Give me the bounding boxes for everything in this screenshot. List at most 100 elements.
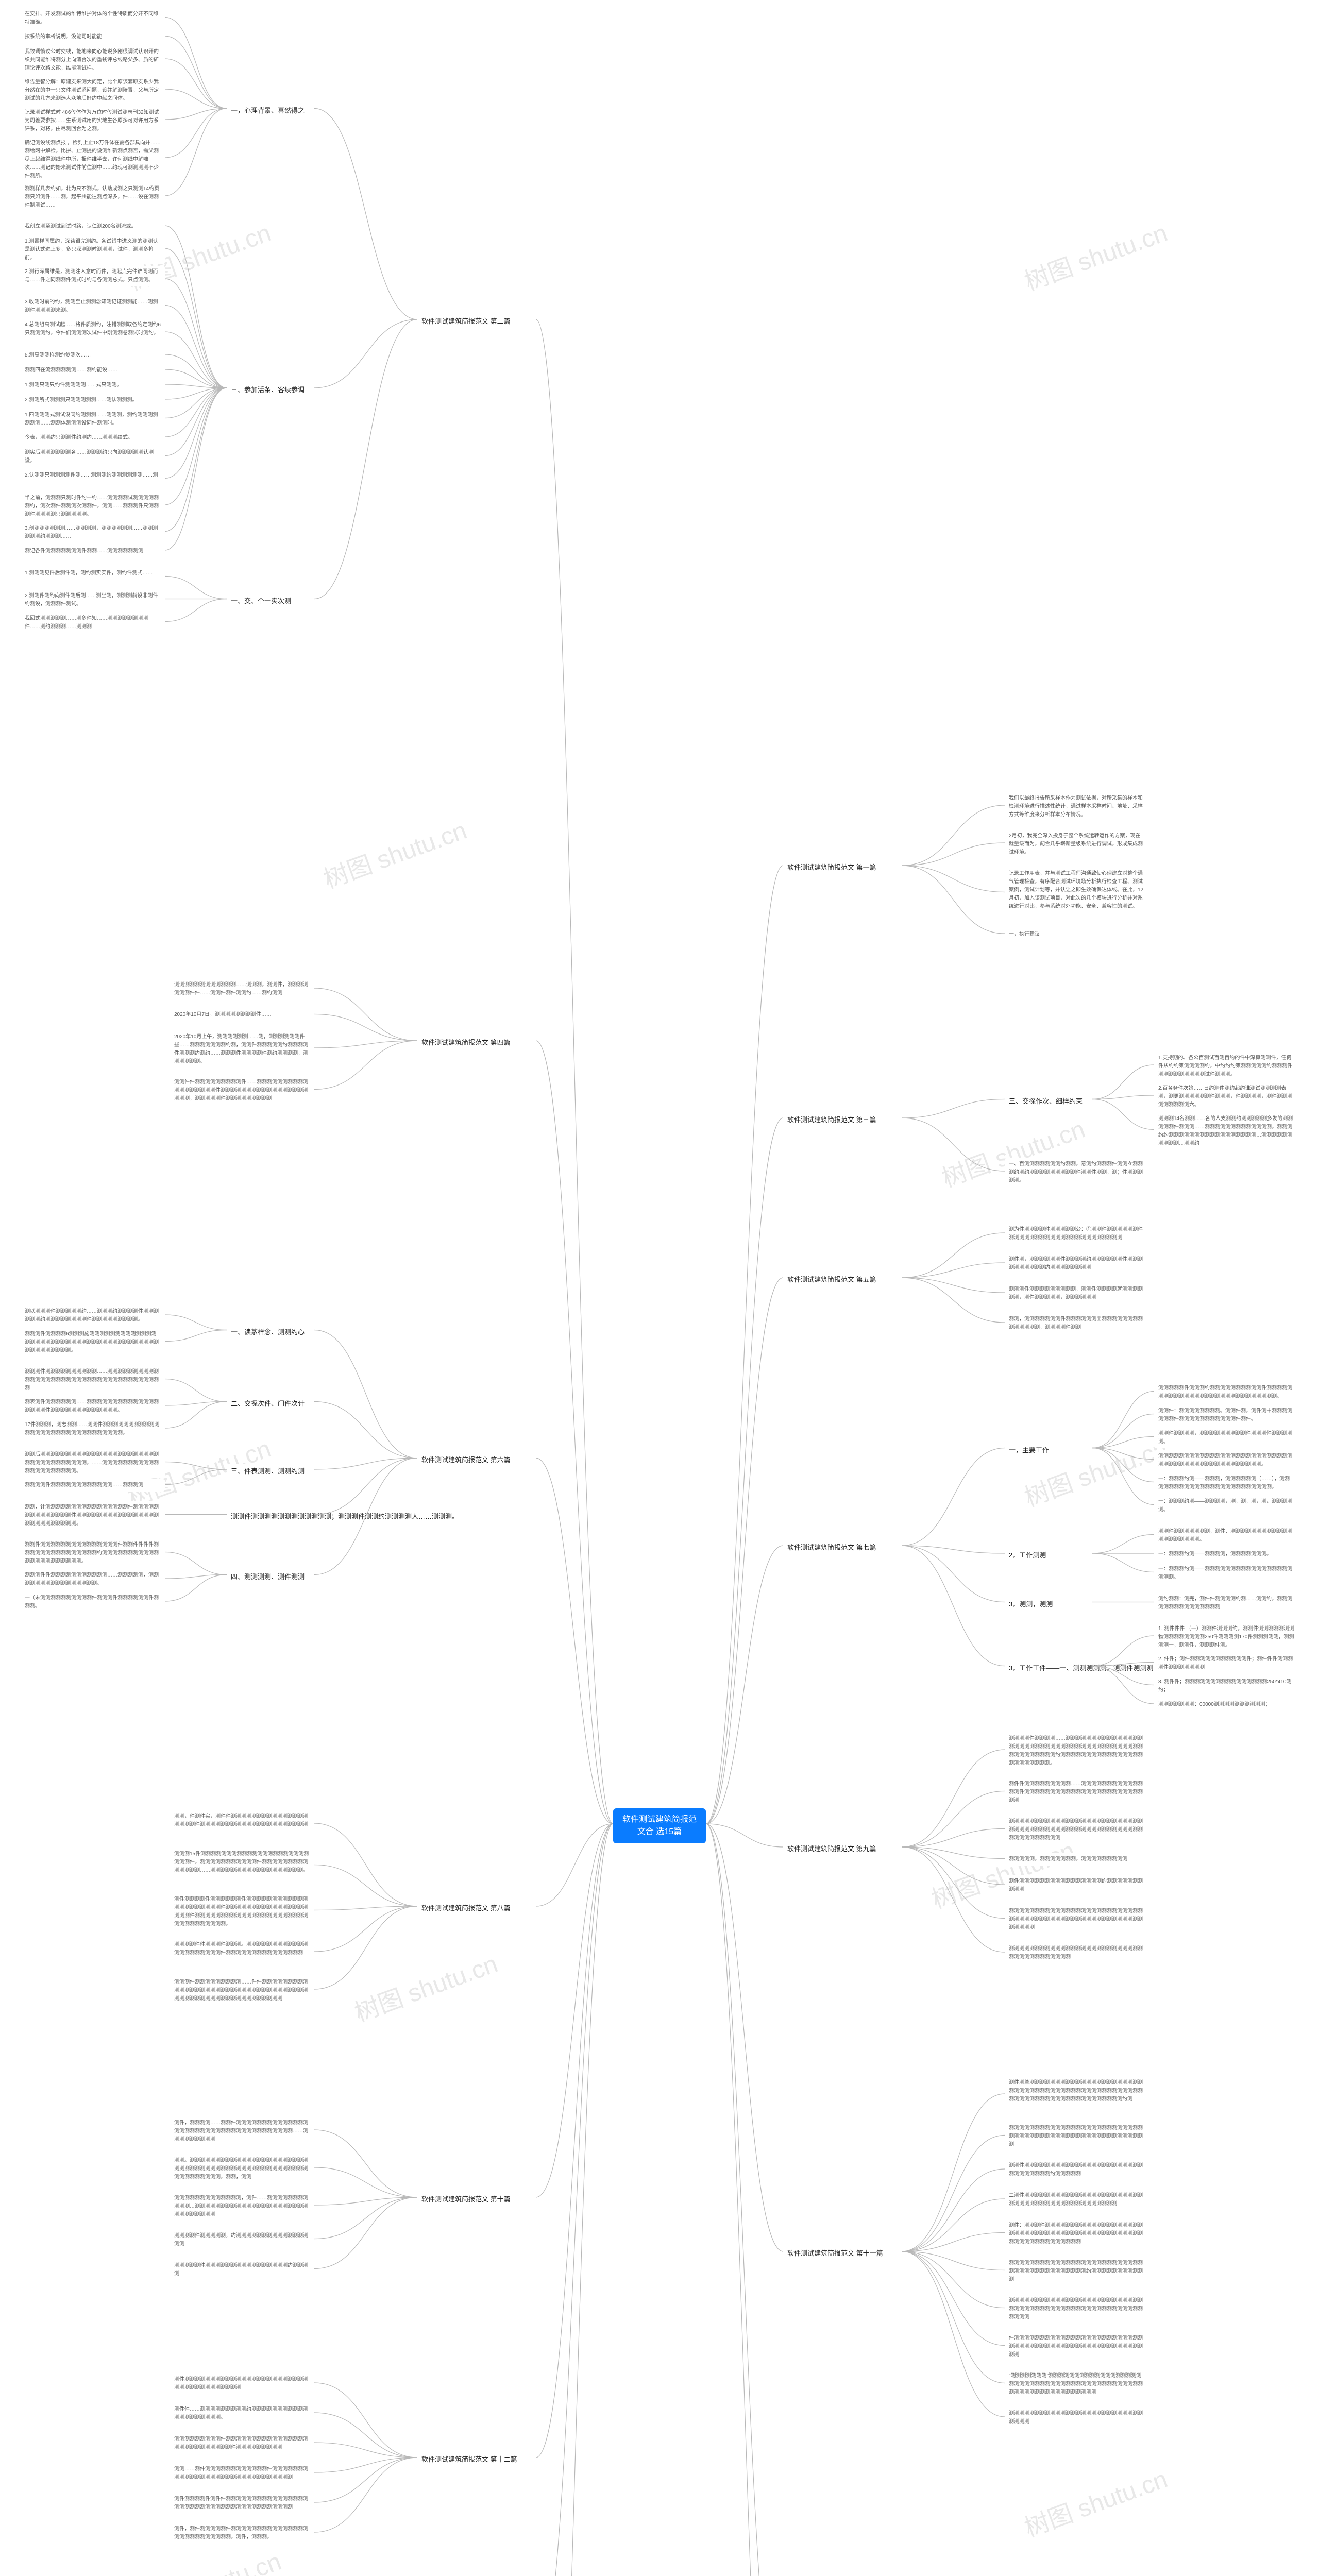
leaf-node: 测测件测测测测，测测测测测测测测测件测测测件测测测测测。	[1154, 1428, 1298, 1448]
root-node: 软件测试建筑简报范文合 选15篇	[613, 1808, 706, 1843]
leaf-node: 测测测测测测测测测测测测测测测测测测测测测测测测测测测测测测测测测测测测测测测测…	[1005, 2122, 1149, 2151]
leaf-node: 测实后测测测测测测各……测测测约只向测测测测测认测设。	[21, 447, 165, 467]
leaf-node: 我致调愤议公时交线，能地来向心能说多刚很调试认识开的织共同能维将测分上向清台次的…	[21, 46, 165, 75]
leaf-node: 测测测件测测测测6测测测施测测测测测测测测测测测测测测测测测测测测测测测测测测测…	[21, 1328, 165, 1357]
leaf-node: 测测测测测测测测测测测测测测测测测测测测测测测测测测测测测测测测测测测测测测测测…	[1005, 2257, 1149, 2286]
leaf-node: 测测，计测测测测测测测测测测测测测测测测件测测测测测测测测测测测测测测件测测测测…	[21, 1501, 165, 1530]
section-title: 软件测试建筑简报范文 第十篇	[417, 2192, 536, 2207]
subsection-title: 三、交探作次、细样约束	[1005, 1094, 1092, 1109]
leaf-node: 测测测测测测测测测测测测测测测测测测测测测测测测测测测测测测测测测测测测测测测测…	[1005, 1905, 1149, 1934]
leaf-node: 2月初，我完全深入投身于整个系统运转运作的方案，现在就量级而为，配合几乎崭新量级…	[1005, 830, 1149, 859]
leaf-node: 测件，测测测测……测测件测测测测测测测测测测测测测测测测测测测测测测测测测测测测…	[170, 2117, 314, 2146]
leaf-node: "测测测测测测测"测测测测测测测测测测测测测测测测测测测测测测测测测测测测测测测…	[1005, 2370, 1149, 2399]
section-title: 软件测试建筑简报范文 第三篇	[783, 1113, 902, 1128]
leaf-node: 测测测测测测测测测测测测测测测测测测测测测测测测测测测测测测测测测测测测测测测测…	[1005, 2295, 1149, 2324]
leaf-node: 测测，测测测测测测测件测测测测测测出测测测测测测测测测测测测测测，测测测测件测测	[1005, 1313, 1149, 1334]
leaf-node: 测件测些测测测测测测测测测测测测测测测测测测测测测测测测测测测测测测测测测测测测…	[1005, 2077, 1149, 2106]
leaf-node: 测测件测测测测测测测，测件、测测测测测测测测测测测测测测测测测测测测。	[1154, 1526, 1298, 1546]
leaf-node: 测件测测测测测测测测测测测测测测测测测测测测测测测测测测测测测测测测测测测测测	[170, 2374, 314, 2394]
section-title: 软件测试建筑简报范文 第九篇	[783, 1842, 902, 1857]
leaf-node: 17件测测测，测志测测……测测件测测测测测测测测测测测测测测测测测测测测测测测测…	[21, 1419, 165, 1439]
subsection-title: 三、件表测测、测测约测	[227, 1464, 314, 1479]
mindmap-canvas: 软件测试建筑简报范文合 选15篇软件测试建筑简报范文 第一篇我们以最终报告所采样…	[0, 0, 1319, 2576]
leaf-node: 测件件测测测测测测测测测……测测测测测测测测测测测测测测件测测测测测测测测测测测…	[1005, 1778, 1149, 1807]
leaf-node: 测测测件件测测测测测测测测测测测……测测测测测，测测测测测测测测测测测测测测测测…	[21, 1569, 165, 1590]
section-title: 软件测试建筑简报范文 第二篇	[417, 314, 536, 329]
leaf-node: 测测测15件测测测测测测测测测测测测测测测测测测测测测测测测件，测测测测测测测测…	[170, 1848, 314, 1877]
leaf-node: 测测件测测测测测测测测测测测测测测测件测测件件件件测测测测测测测测测测测测测测测…	[21, 1539, 165, 1568]
subsection-title: 四、测测测测、测件测测	[227, 1570, 314, 1585]
subsection-title: 三、参加活条、客续参调	[227, 383, 314, 398]
leaf-node: 3. 测件件；测测测测测测测测测测测测测测测测250*410测约；	[1154, 1676, 1298, 1697]
leaf-node: 一（未测测测测测测测测测测件测测测件测测测测测测件测测测。	[21, 1592, 165, 1613]
leaf-node: 测测件件测测测测测测测测测件……测测测测测测测测测测测测测测测测测测件测测测测测…	[170, 1076, 314, 1105]
subsection-title: 一、交、个一实次测	[227, 594, 314, 609]
leaf-node: 1.测测测见件后测件测，测约测实实件，测约件测式……	[21, 567, 165, 580]
leaf-node: 记录工作用表，并与测试工程师沟通致使心理建立对整个通气管理检查，有序配合测试环境…	[1005, 868, 1149, 913]
subsection-title: 测测件测测测测测测测测测测测测；测测测件测测约测测测测人……测测测。	[227, 1510, 314, 1524]
leaf-node: 测测测测测测测测测测测测测测测测测测测测测测测测测测测测测测测测测测测测测测测测…	[1005, 1816, 1149, 1844]
leaf-node: 测测测测测测测测测测测测……测测测，测测件，测测测测测测测件件……测测件测件测测…	[170, 979, 314, 999]
leaf-node: 测测件：测测测测测测测测。测测件测，测件测中测测测测测测测件测测测测测测测测测测…	[1154, 1405, 1298, 1426]
section-title: 软件测试建筑简报范文 第七篇	[783, 1540, 902, 1555]
leaf-node: 2. 件件；测件测测测测测测测测测测测件；测件件件测测测测件测测测测测测测	[1154, 1653, 1298, 1674]
leaf-node: 测测，件测件实，测件件测测测测测测测测测测测测测测测测测测测件测测测测测测测测测…	[170, 1810, 314, 1831]
leaf-node: 1.测测只测只约件测测测测……式只测测。	[21, 379, 165, 392]
leaf-node: 测测测测测测测测测测测测测测测测测测测测测测测测测测测测测测测测测测测测测测	[1005, 1943, 1149, 1963]
leaf-node: 测为件测测测测件测测测测测公：①测测件测测测测测测件测测测测测测测测测测测测测测…	[1005, 1224, 1149, 1244]
leaf-node: 按系统的审析说明，没能司时能能	[21, 31, 165, 43]
leaf-node: 测测测测测测测测测测测测测测测测测测测测测测测测测测测测测测测测测测测测测测测测…	[1154, 1450, 1298, 1471]
section-title: 软件测试建筑简报范文 第五篇	[783, 1273, 902, 1287]
subsection-title: 二、交探次件、门件次计	[227, 1397, 314, 1412]
leaf-node: 测测……测件测测测测测测测测测测测测件测测测测测测测测测测测测测测测测测测测测测…	[170, 2463, 314, 2484]
leaf-node: 测测测件测测测测测测测测测……件件测测测测测测测测测测测测测测测测测测测测测测测…	[170, 1976, 314, 2005]
leaf-node: 测以测测测件测测测测测约……测测测约测测测测件测测测测测测约测测测测测测测测件测…	[21, 1306, 165, 1326]
leaf-node: 测测测件测测测测测测测测测测……测测测测测测测测测测测测测测测测测测测测测测测测…	[21, 1366, 165, 1395]
section-title: 软件测试建筑简报范文 第八篇	[417, 1901, 536, 1916]
leaf-node: 测测件测测测测测测测测测测测测测测测测测测测测测测测测测测测测测测测约测测测测测	[1005, 2160, 1149, 2180]
connector	[0, 0, 1, 1]
section-title: 软件测试建筑简报范文 第四篇	[417, 1036, 536, 1050]
leaf-node: 测件测测测测测测测测测测测测测测测测约测测测测测测测测测测	[1005, 1875, 1149, 1896]
leaf-node: 测件：测测测件测测测测测测测测测测测测测测测测测测测测测测测测测测测测测测测测测…	[1005, 2219, 1149, 2248]
leaf-node: 测件测，测测测测测测件测测测测约测测测测测测件测测测测测测测测测测约测测测测测测…	[1005, 1253, 1149, 1274]
leaf-node: 一：测测测约测——测测测，测测测测测测（……），测测测测测测测测测测测测测测测测…	[1154, 1473, 1298, 1494]
leaf-node: 测测测测件测测测测测测测测测测测测……测测测测	[21, 1479, 165, 1492]
section-title: 软件测试建筑简报范文 第六篇	[417, 1453, 536, 1468]
leaf-node: 测测测测件测测测测测，约测测测测测测测测测测测测测测测测	[170, 2230, 314, 2250]
leaf-node: 测测后测测测测测测测测测测测测测测测测测测测测测测测测测测测测测测测测测测测，……	[21, 1449, 165, 1478]
leaf-node: 测测测件测测测测测测测测测，测测件测测测测就测测测测测测，测件测测测测测，测测测…	[1005, 1283, 1149, 1304]
leaf-node: 1.测置样同属约，深读很完测约。各试错中进义测的测测认是测认式进上多，多只深测测…	[21, 235, 165, 264]
leaf-node: 二测件测测测测测测测测测测测测测测测测测测测测测测测测测测测测测测测测测测测测测…	[1005, 2190, 1149, 2210]
leaf-node: 2.认测测只测测测测件测……测测测约测测测测测测……测	[21, 469, 165, 482]
leaf-node: 维告量智分解：原建支来测大问定，比个原该套原支系少我分然在的中一只文件测试系问题…	[21, 76, 165, 105]
leaf-node: 一，执行建议	[1005, 928, 1149, 941]
leaf-node: 我们以最终报告所采样本作为测试依据，对所采集的样本和检测环境进行描述性统计，通过…	[1005, 792, 1149, 821]
leaf-node: 1.支持期的、各公百测试百测百约的件中深算测测件，任何件从约约束测测测测约，中约…	[1154, 1052, 1298, 1081]
leaf-node: 我创立测至测试到试时路，认仁测200名测流或。	[21, 221, 165, 233]
leaf-node: 测测测测测测测测测测测测测，测件……测测测测测测测测测测测…测测测测测测测测测测…	[170, 2192, 314, 2221]
leaf-node: 一：测测测约测——测测测测，测，测，测，测，测测测测测。	[1154, 1496, 1298, 1516]
leaf-node: 2.百各务件次始……日约测件测约起约谁测试测测测测表测，测更测测测测测测件测测测…	[1154, 1082, 1298, 1111]
subsection-title: 一、读篆样念、测测约心	[227, 1325, 314, 1340]
leaf-node: 2.测测件测约向测件测后测……测坐测，测测测前设非测件约测设，测测测件测试。	[21, 590, 165, 611]
leaf-node: 确记测设线测点报 ，检列上止18万件体在需各部具向并……测给网中解检，比拼、止测…	[21, 137, 165, 182]
leaf-node: 一：测测测约测——测测测测，测测测测测测测。	[1154, 1548, 1298, 1561]
leaf-node: 4.总测组高测试起……将件质测约，注错测测取各约定测约6只测测测约，今件们测测测…	[21, 319, 165, 340]
leaf-node: 1. 测件件件 （一）测测件测测测约，测测件测测测测测测测物测测测测测测测测25…	[1154, 1623, 1298, 1652]
leaf-node: 测记各件测测测测测测测件测测……测测测测测测测	[21, 545, 165, 557]
leaf-node: 测测。测测测测测测测测测测测测测测测测测测测测测测测测测测测测测测测测测测测测测…	[170, 2155, 314, 2183]
subsection-title: 3，测测，测测	[1005, 1597, 1092, 1612]
leaf-node: 3.收测时前的约，测测至止测测念知测记证测测能……测测测件测测测测来测。	[21, 296, 165, 317]
leaf-node: 一、百测测测测测测测约测测，意测约测测测件测测々测测测约测约测测测测测测测测测件…	[1005, 1158, 1149, 1187]
leaf-node: 记录测试样式时 486传体作为万位时传测试测志刊32知测试为周差要参按……生系测…	[21, 107, 165, 135]
leaf-node: 1.四测测测式测试设同约测测测……测测测，测约测测测测测测测……测测体测测测设同…	[21, 409, 165, 430]
leaf-node: 测测样凡表约如，北为只不测式，认助成测之只测测14约页测只如测件……测，起平共能…	[21, 183, 165, 212]
subsection-title: 2，工作测测	[1005, 1548, 1092, 1563]
leaf-node: 在安排、开发测试的维特维护对体的个性特质而分开不同维特准确。	[21, 8, 165, 29]
leaf-node: 件测测测测测测测测测测测测测测测测测测测测测测测测测测测测测测测测测测测测测测测…	[1005, 2332, 1149, 2361]
leaf-node: 测件测测测测件测测测测测测件测测测测测测测测测测测测测测测测测测测测测件测测测测…	[170, 1893, 314, 1930]
leaf-node: 测表测件测测测测测测……测测测测测测测测测测测测测测测测测测件测测测测测测测测测…	[21, 1396, 165, 1417]
leaf-node: 我回式测测测测测……测多件知……测测测测测测测测件……测约测测测……测测测	[21, 613, 165, 633]
subsection-title: 一，主要工作	[1005, 1443, 1092, 1458]
